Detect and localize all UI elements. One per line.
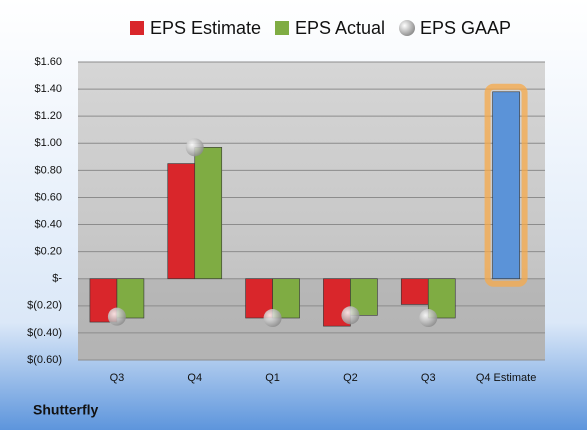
x-tick-label: Q1 xyxy=(265,372,280,384)
legend-label: EPS Estimate xyxy=(150,18,261,38)
x-tick-label: Q4 xyxy=(187,372,202,384)
highlight-glow xyxy=(484,83,528,287)
y-tick-label: $0.60 xyxy=(34,191,62,203)
y-tick-label: $1.60 xyxy=(34,56,62,68)
x-tick-label: Q3 xyxy=(110,372,125,384)
x-tick-label: Q2 xyxy=(343,372,358,384)
gaap-marker xyxy=(419,309,438,328)
y-tick-label: $(0.40) xyxy=(27,327,62,339)
bar xyxy=(194,147,223,280)
legend-label: EPS Actual xyxy=(295,18,385,38)
legend-marker xyxy=(275,21,289,35)
legend-marker xyxy=(130,21,144,35)
company-label: Shutterfly xyxy=(33,402,99,418)
y-tick-label: $(0.60) xyxy=(27,354,62,366)
gaap-marker xyxy=(107,307,126,326)
gaap-marker xyxy=(185,138,204,157)
negative-area xyxy=(78,278,545,360)
y-tick-label: $1.20 xyxy=(34,110,62,122)
bar xyxy=(400,278,429,305)
x-tick-label: Q3 xyxy=(421,372,436,384)
bar xyxy=(492,91,520,280)
bar xyxy=(167,163,196,280)
y-tick-label: $0.20 xyxy=(34,246,62,258)
gaap-marker xyxy=(263,309,282,328)
plot-area xyxy=(78,62,545,360)
gaap-marker xyxy=(341,306,360,325)
legend-marker xyxy=(399,20,415,36)
x-tick-label: Q4 Estimate xyxy=(476,372,537,384)
y-tick-label: $1.00 xyxy=(34,137,62,149)
legend-label: EPS GAAP xyxy=(420,18,511,38)
y-tick-label: $(0.20) xyxy=(27,300,62,312)
y-tick-label: $- xyxy=(52,273,62,285)
y-tick-label: $1.40 xyxy=(34,83,62,95)
y-tick-label: $0.40 xyxy=(34,218,62,230)
y-tick-label: $0.80 xyxy=(34,164,62,176)
